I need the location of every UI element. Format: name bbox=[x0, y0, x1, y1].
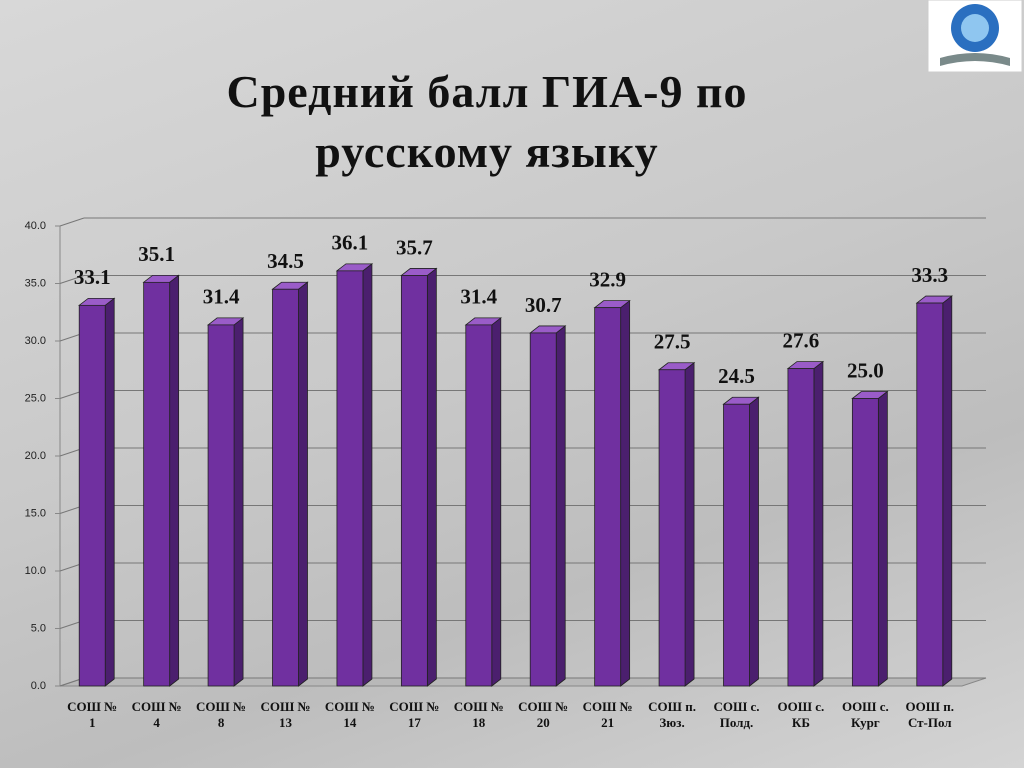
x-tick-label: СОШ № 4 bbox=[131, 699, 182, 730]
x-tick-label: СОШ с. Полд. bbox=[713, 699, 760, 730]
y-tick-label: 20.0 bbox=[25, 450, 46, 462]
value-label: 30.7 bbox=[525, 293, 562, 317]
bar bbox=[272, 288, 299, 687]
bar-side bbox=[491, 317, 502, 687]
x-tick-label: ООШ с. КБ bbox=[777, 699, 825, 730]
bar bbox=[916, 302, 944, 687]
bar bbox=[400, 275, 428, 687]
value-label: 33.3 bbox=[911, 263, 948, 287]
x-tick-label: СОШ № 20 bbox=[518, 699, 569, 730]
y-tick-label: 35.0 bbox=[25, 277, 46, 289]
value-label: 24.5 bbox=[718, 364, 755, 388]
value-label: 36.1 bbox=[332, 231, 369, 255]
value-label: 34.5 bbox=[267, 249, 304, 273]
bar-side bbox=[877, 390, 888, 687]
x-tick-label: СОШ № 14 bbox=[324, 699, 375, 730]
x-tick-label: ООШ п. Ст-Пол bbox=[905, 699, 955, 730]
bar bbox=[465, 324, 493, 687]
bar bbox=[594, 307, 622, 687]
bar-side bbox=[555, 325, 566, 687]
bar-side bbox=[813, 360, 824, 687]
bar bbox=[787, 368, 815, 687]
value-label: 25.0 bbox=[847, 358, 884, 382]
y-tick-label: 40.0 bbox=[25, 220, 46, 232]
value-label: 27.6 bbox=[783, 328, 820, 352]
bar-side bbox=[104, 297, 115, 687]
chart-title: Средний балл ГИА-9 по русскому языку bbox=[226, 66, 748, 177]
bar bbox=[851, 398, 879, 687]
bar-side bbox=[749, 396, 759, 687]
bar bbox=[723, 403, 750, 687]
bar bbox=[143, 281, 171, 687]
value-label: 33.1 bbox=[74, 265, 111, 289]
bar-side bbox=[426, 267, 437, 687]
x-tick-label: СОШ № 18 bbox=[453, 699, 504, 730]
y-tick-label: 5.0 bbox=[31, 622, 46, 634]
bar bbox=[529, 332, 557, 687]
x-tick-label: СОШ № 13 bbox=[260, 699, 311, 730]
bar-side bbox=[298, 281, 308, 687]
bar bbox=[207, 324, 235, 687]
x-tick-label: СОШ № 1 bbox=[67, 699, 118, 730]
bar-side bbox=[684, 361, 695, 687]
x-tick-label: СОШ № 8 bbox=[196, 699, 247, 730]
y-tick-label: 30.0 bbox=[25, 335, 46, 347]
x-tick-label: СОШ № 17 bbox=[389, 699, 440, 730]
bar-side bbox=[169, 274, 180, 687]
y-tick-label: 25.0 bbox=[25, 392, 46, 404]
bar-side bbox=[233, 317, 244, 687]
grid-line bbox=[59, 217, 85, 227]
value-label: 31.4 bbox=[203, 285, 240, 309]
y-tick-label: 15.0 bbox=[25, 507, 46, 519]
y-tick-label: 10.0 bbox=[25, 565, 46, 577]
logo bbox=[927, 0, 1023, 73]
bar-side bbox=[620, 299, 631, 687]
bar-side bbox=[362, 263, 373, 687]
y-tick-label: 0.0 bbox=[31, 680, 46, 692]
value-label: 27.5 bbox=[654, 330, 691, 354]
bar bbox=[658, 369, 686, 687]
x-tick-label: СОШ № 21 bbox=[582, 699, 633, 730]
value-label: 32.9 bbox=[589, 267, 626, 291]
value-label: 35.1 bbox=[138, 242, 175, 266]
x-tick-label: ООШ с. Кург bbox=[841, 699, 889, 730]
grid-line bbox=[59, 275, 85, 284]
bar bbox=[78, 304, 106, 687]
value-label: 35.7 bbox=[396, 235, 433, 259]
bar-side bbox=[942, 295, 953, 687]
bar bbox=[336, 270, 364, 687]
plot-floor bbox=[59, 677, 987, 687]
value-label: 31.4 bbox=[460, 285, 497, 309]
x-tick-label: СОШ п. Зюз. bbox=[648, 699, 696, 730]
